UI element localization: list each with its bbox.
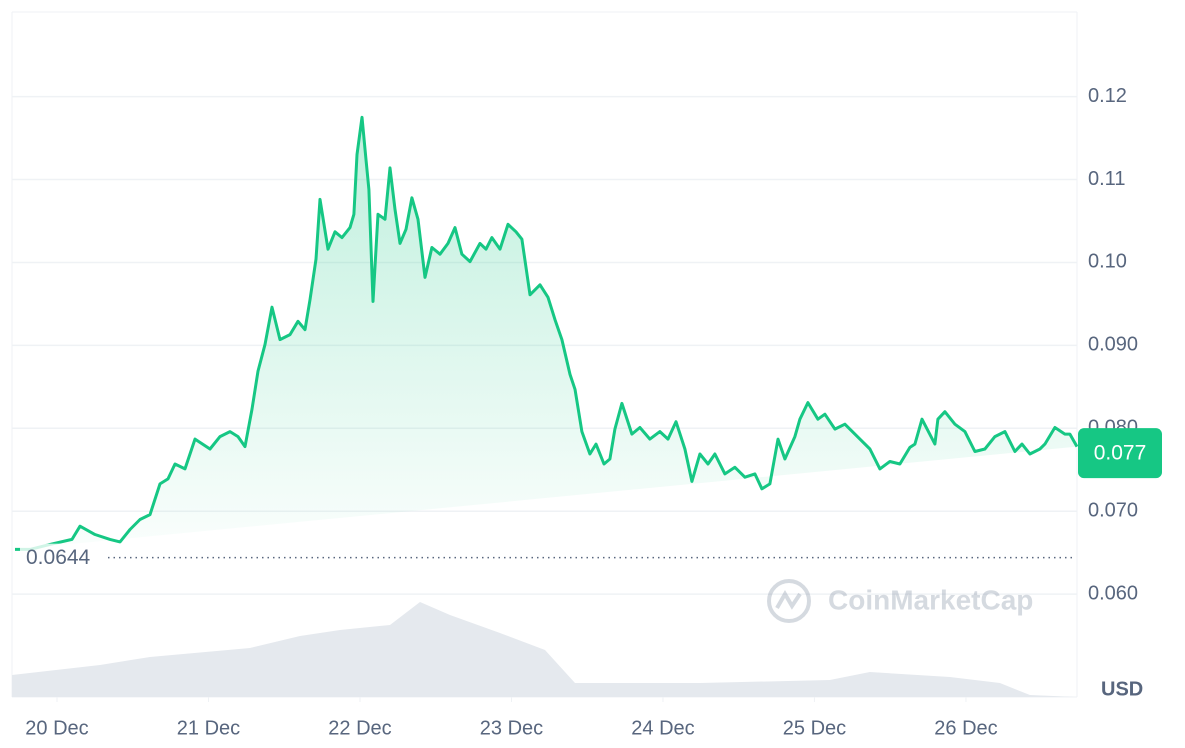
current-price-badge [1078,428,1162,479]
x-tick-label: 23 Dec [480,717,543,739]
watermark-logo [767,579,811,623]
y-tick-label: 0.10 [1088,251,1127,273]
unit-label: USD [1101,678,1143,700]
open-price-label-bg [20,543,106,572]
x-tick-label: 20 Dec [25,717,88,739]
y-tick-label: 0.070 [1088,500,1138,522]
y-tick-label: 0.060 [1088,582,1138,604]
watermark-text: CoinMarketCap [828,584,1033,615]
watermark: CoinMarketCap [767,579,1033,623]
y-tick-label: 0.090 [1088,334,1138,356]
price-area [15,117,1077,550]
y-tick-label: 0.11 [1088,168,1125,190]
open-price-label: 0.0644 [26,546,91,569]
current-price-label: 0.077 [1094,442,1147,465]
x-tick-label: 26 Dec [934,717,997,739]
x-tick-label: 22 Dec [328,717,391,739]
watermark-logo [775,590,802,610]
x-tick-label: 21 Dec [177,717,240,739]
plot [15,115,1079,551]
volume-area [12,602,1077,697]
volume-layer [12,602,1077,697]
price-line [15,115,1079,551]
x-tick-label: 24 Dec [631,717,694,739]
y-tick-label: 0.12 [1088,85,1127,107]
x-tick-label: 25 Dec [783,717,846,739]
